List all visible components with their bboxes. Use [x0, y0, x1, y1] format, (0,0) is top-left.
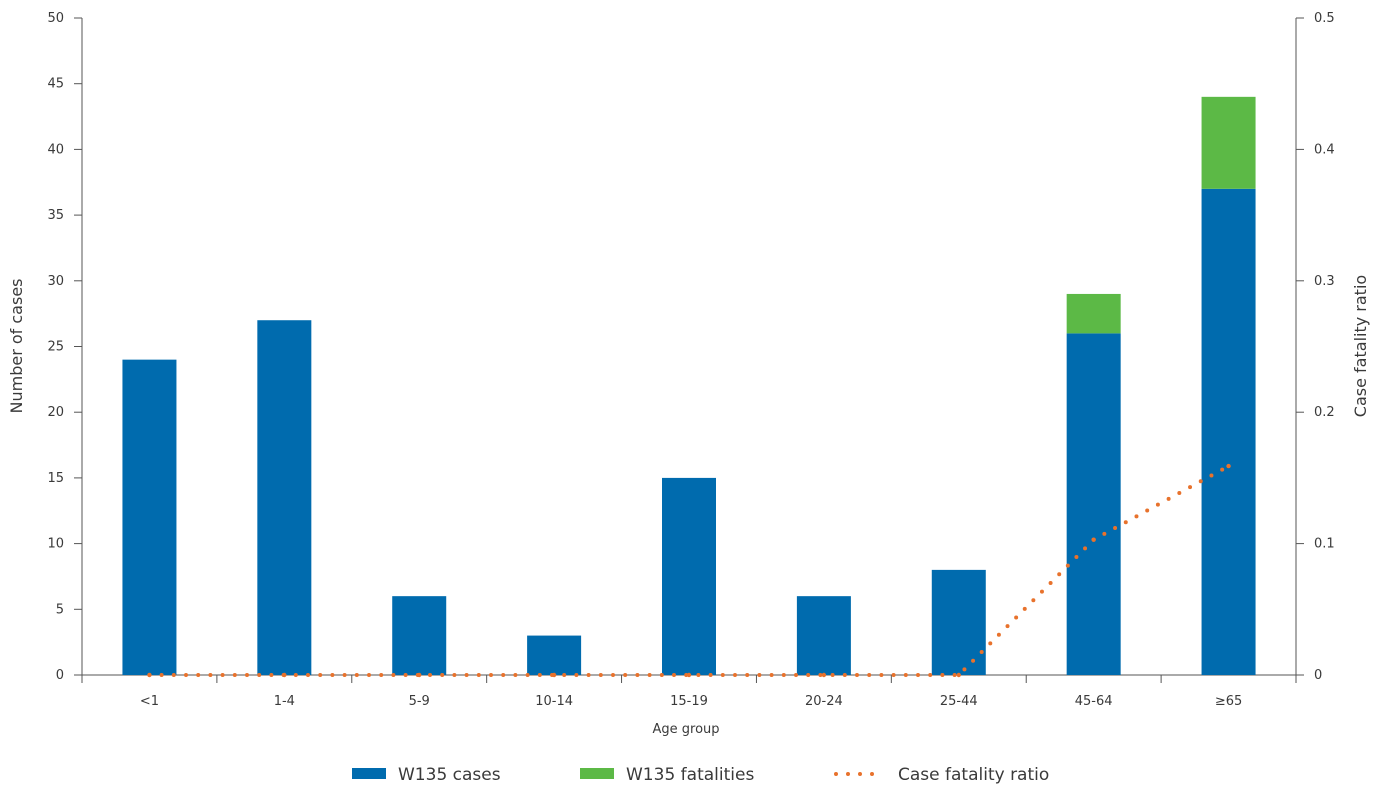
y-tick-label: 40 [47, 142, 64, 157]
y-tick-label: 45 [47, 77, 64, 92]
x-tick-label: 45-64 [1075, 694, 1113, 709]
cfr-point [147, 672, 152, 678]
y-tick-label: 15 [47, 471, 64, 486]
y2-tick-label: 0 [1314, 668, 1322, 683]
cfr-point [821, 672, 827, 678]
bar-cases [257, 320, 312, 675]
x-tick-label: ≥65 [1215, 694, 1242, 709]
cfr-point [686, 672, 692, 678]
bar-cases [527, 635, 582, 675]
y-axis-title: Number of cases [7, 279, 26, 414]
y2-tick-label: 0.1 [1314, 537, 1335, 552]
x-tick-label: 5-9 [409, 694, 430, 709]
legend-label: Case fatality ratio [898, 765, 1049, 785]
x-tick-label: 15-19 [670, 694, 708, 709]
cfr-point [417, 672, 422, 678]
x-axis-title: Age group [652, 722, 719, 737]
bar-cases [1066, 333, 1121, 675]
cfr-point [282, 672, 287, 678]
legend-swatch-fatalities [580, 768, 614, 779]
bar-cases [392, 596, 447, 675]
y-tick-label: 50 [47, 11, 64, 26]
cfr-point [1226, 463, 1231, 469]
y2-tick-label: 0.5 [1314, 11, 1335, 26]
cfr-point [551, 672, 557, 678]
x-tick-label: 20-24 [805, 694, 843, 709]
y-tick-label: 5 [56, 602, 64, 617]
bar-cases [796, 596, 851, 675]
x-tick-label: <1 [140, 694, 159, 709]
cfr-line-layer [147, 463, 1231, 678]
y-tick-label: 25 [47, 340, 64, 355]
bar-fatalities [1066, 293, 1121, 334]
ticks-layer: 0 5 10 15 20 25 30 35 40 45 50 0 0.1 0.2 0.3 0.4 0.5 <1 1-… [47, 11, 1334, 709]
y-tick-label: 20 [47, 405, 64, 420]
bars-layer [122, 96, 1256, 675]
bar-fatalities [1201, 96, 1256, 189]
y2-tick-label: 0.2 [1314, 405, 1335, 420]
cfr-point [956, 672, 961, 678]
y-tick-label: 35 [47, 208, 64, 223]
y2-axis-title: Case fatality ratio [1351, 275, 1370, 417]
y-tick-label: 0 [56, 668, 64, 683]
x-tick-label: 1-4 [274, 694, 295, 709]
legend-swatch-cases [352, 768, 386, 779]
y-tick-label: 30 [47, 274, 64, 289]
y-tick-label: 10 [47, 537, 64, 552]
bar-cases [1201, 188, 1256, 675]
bar-cases [662, 477, 716, 675]
bar-cases [122, 359, 177, 675]
x-tick-label: 10-14 [535, 694, 573, 709]
y2-tick-label: 0.4 [1314, 142, 1335, 157]
cfr-point [1091, 537, 1096, 542]
legend: W135 cases W135 fatalities Case fatality r… [352, 765, 1049, 785]
x-tick-label: 25-44 [940, 694, 978, 709]
bar-cases [931, 569, 986, 675]
y2-tick-label: 0.3 [1314, 274, 1335, 289]
legend-label: W135 cases [398, 765, 501, 785]
legend-label: W135 fatalities [626, 765, 754, 785]
